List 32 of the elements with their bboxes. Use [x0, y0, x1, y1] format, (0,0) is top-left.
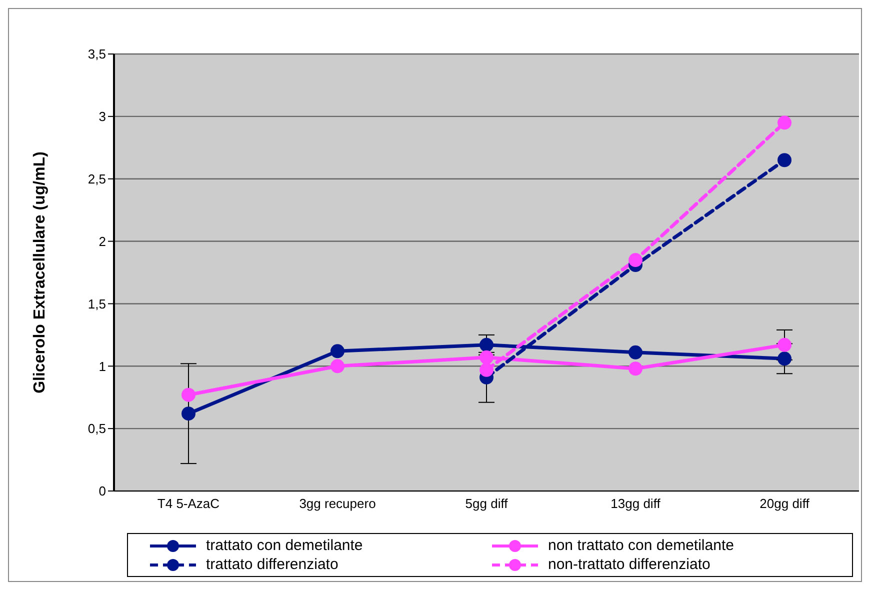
point — [330, 344, 344, 358]
x-tick-label: 20gg diff — [760, 496, 810, 512]
y-tick-label: 2,5 — [88, 171, 106, 186]
point — [480, 350, 494, 364]
point — [480, 362, 494, 377]
y-tick-label: 0,5 — [88, 421, 106, 436]
point — [480, 338, 494, 352]
legend-label: non trattato con demetilante — [548, 537, 734, 554]
y-tick-label: 1 — [98, 358, 106, 374]
x-tick-label: 3gg recupero — [299, 496, 376, 512]
point — [778, 116, 792, 130]
point — [182, 406, 196, 421]
legend-label: trattato differenziato — [206, 556, 338, 573]
x-tick-label: T4 5-AzaC — [157, 496, 220, 512]
x-tick-label: 13gg diff — [610, 496, 661, 512]
y-tick-label: 0 — [98, 484, 106, 499]
y-axis-title: Glicerolo Extracellulare (ug/mL) — [32, 152, 49, 394]
point — [778, 352, 792, 366]
point — [778, 153, 792, 168]
y-tick-label: 1,5 — [88, 296, 106, 312]
legend-label: non-trattato differenziato — [548, 556, 710, 573]
point — [778, 338, 792, 352]
y-tick-label: 3 — [98, 109, 106, 124]
point — [628, 362, 642, 376]
point — [628, 345, 642, 360]
y-tick-label: 3,5 — [88, 46, 106, 62]
point — [628, 253, 642, 268]
legend-label: trattato con demetilante — [206, 537, 363, 554]
y-tick-label: 2 — [98, 234, 106, 249]
x-tick-label: 5gg diff — [465, 496, 508, 512]
point — [182, 388, 196, 402]
point — [330, 359, 344, 374]
